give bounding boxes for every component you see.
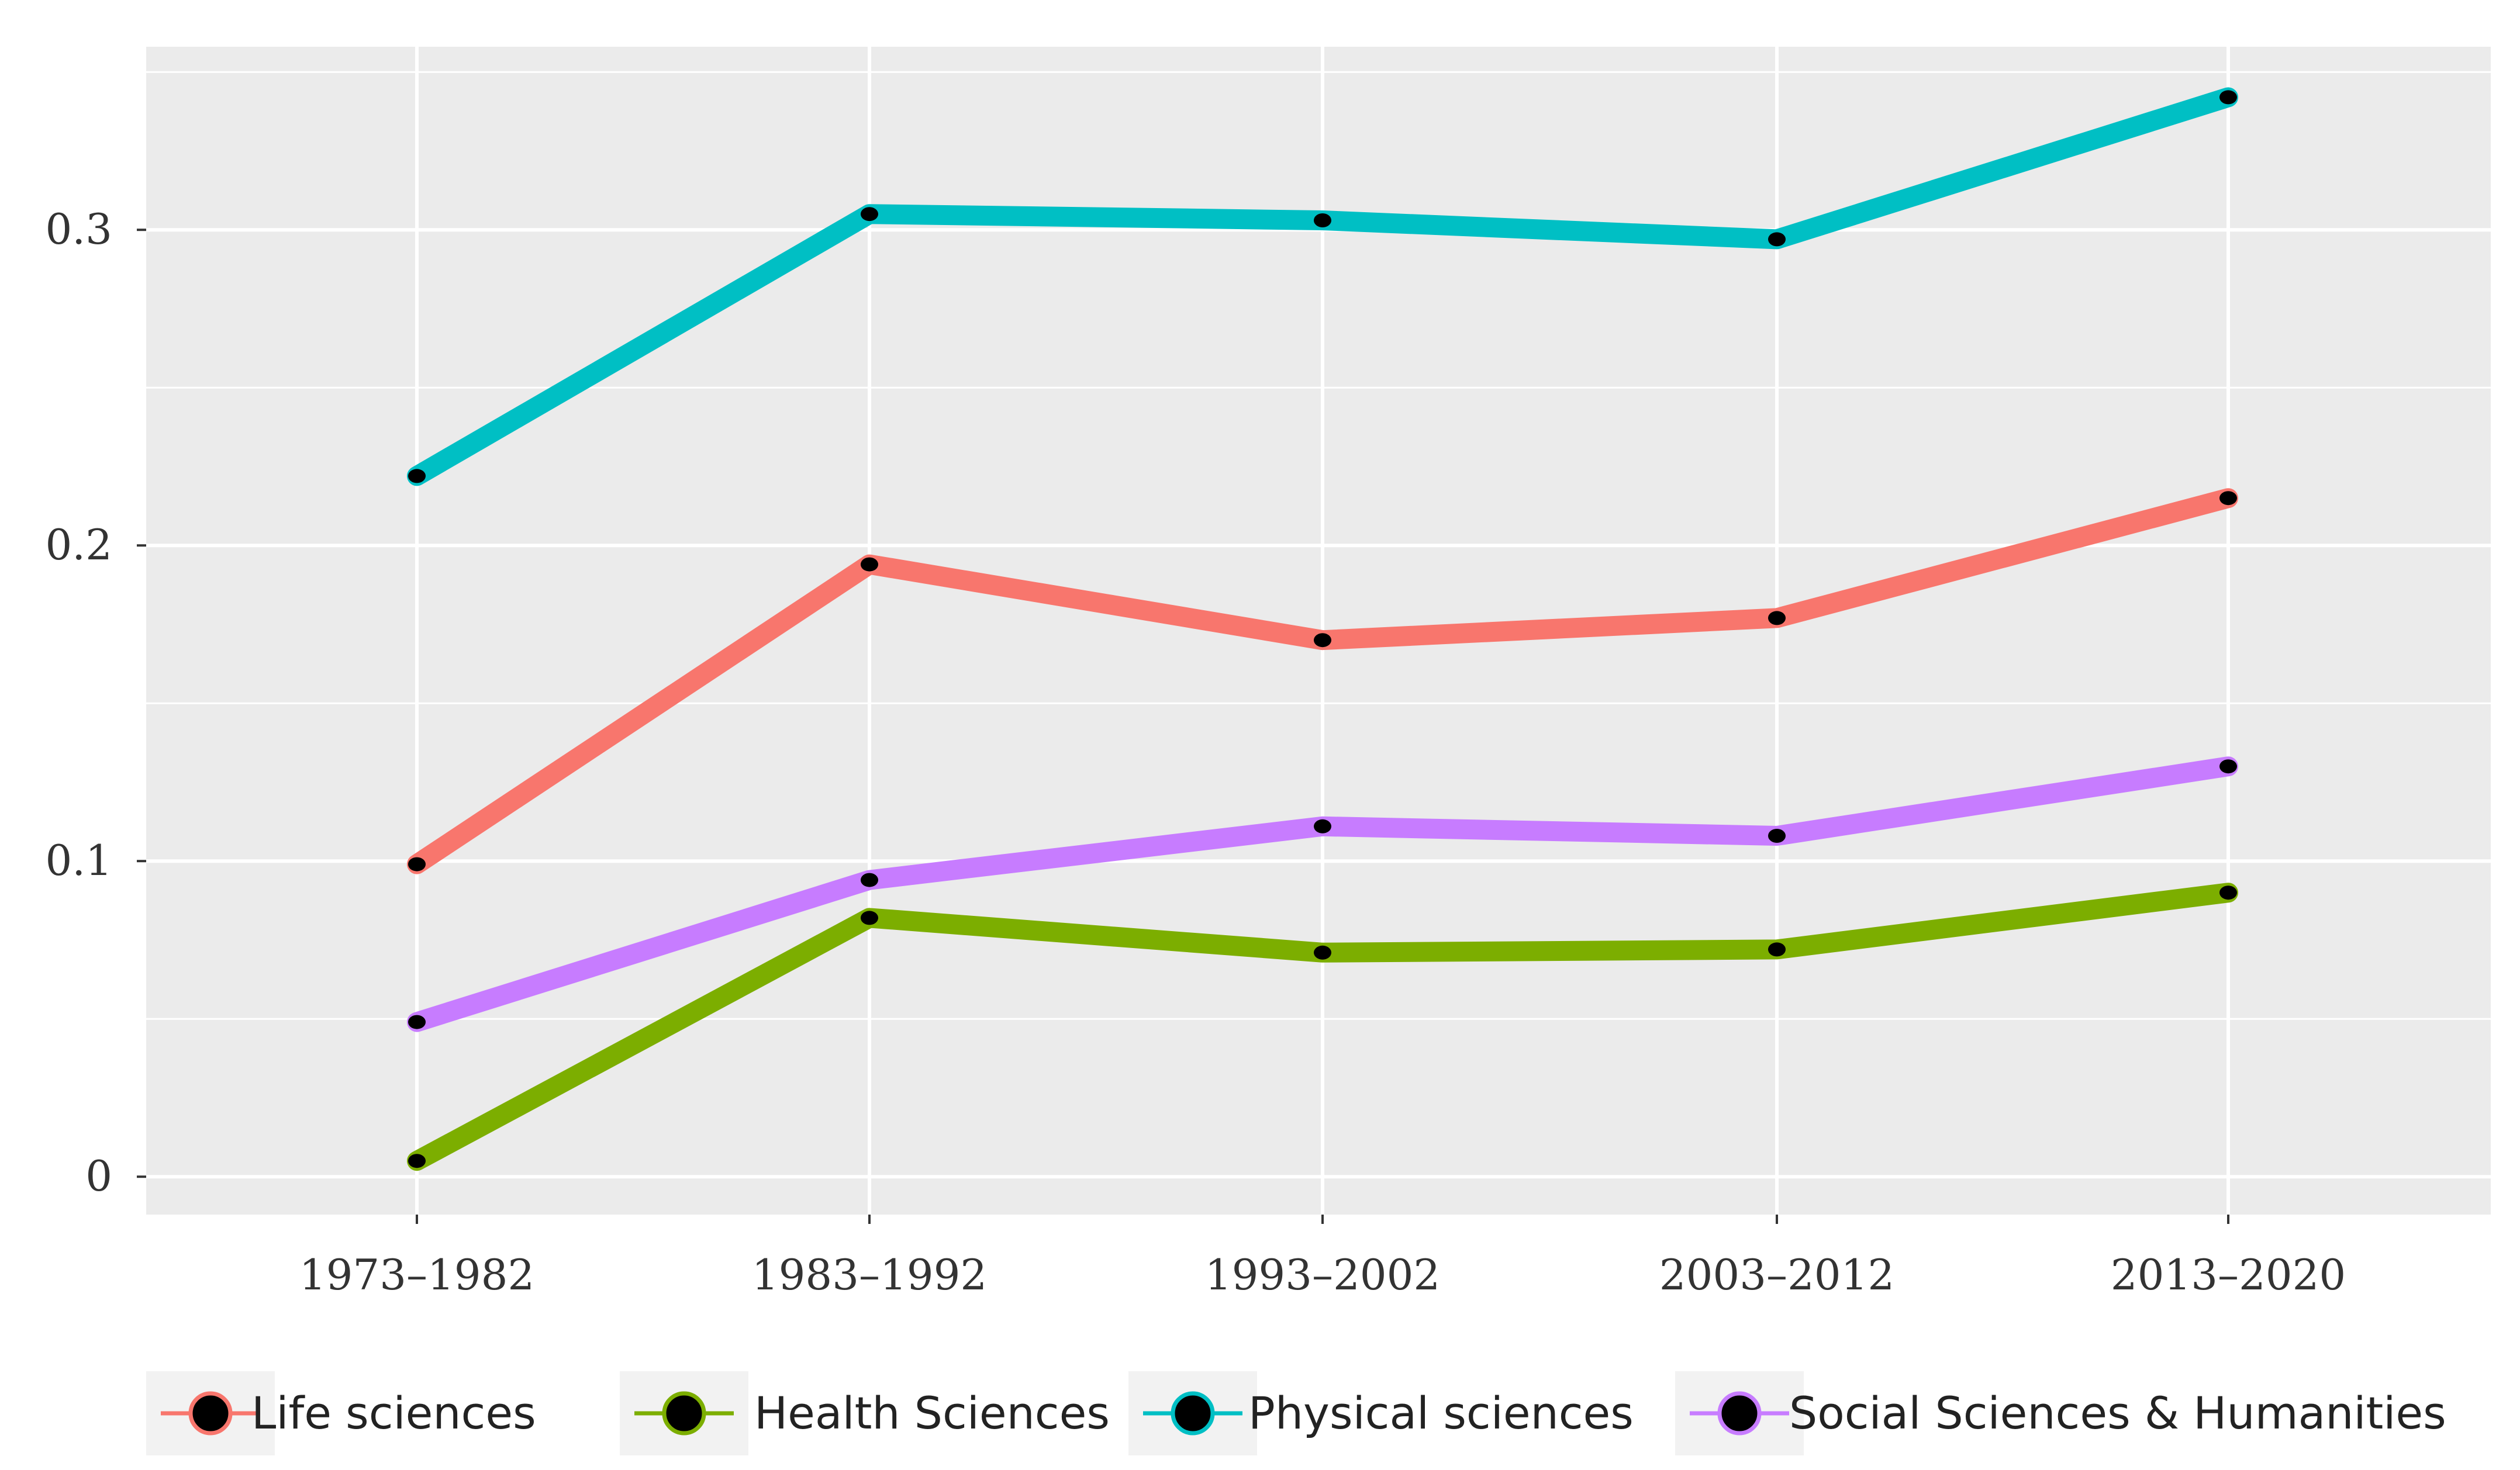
legend-item: Social Sciences & Humanities bbox=[1675, 1371, 2446, 1455]
x-tick-label: 1993–2002 bbox=[1205, 1250, 1440, 1299]
data-point bbox=[1314, 819, 1331, 833]
data-point bbox=[408, 857, 426, 871]
legend-key-point bbox=[662, 1391, 706, 1436]
data-point bbox=[1768, 942, 1786, 957]
axis-ticks bbox=[137, 229, 2229, 1224]
legend-item: Life sciences bbox=[146, 1371, 536, 1455]
data-point bbox=[1314, 633, 1331, 648]
y-tick-label: 0.3 bbox=[45, 205, 112, 254]
legend-label: Social Sciences & Humanities bbox=[1789, 1387, 2446, 1439]
data-point bbox=[1768, 232, 1786, 247]
data-point bbox=[2219, 491, 2237, 506]
data-point bbox=[408, 1015, 426, 1029]
data-point bbox=[1314, 213, 1331, 227]
y-tick-label: 0.2 bbox=[45, 520, 112, 569]
data-point bbox=[861, 557, 878, 572]
y-tick-label: 0 bbox=[85, 1151, 112, 1201]
x-axis-labels: 1973–1982 1983–1992 1993–2002 2003–2012 2013… bbox=[299, 1250, 2346, 1299]
data-point bbox=[2219, 886, 2237, 900]
data-point bbox=[1768, 829, 1786, 843]
data-point bbox=[1768, 611, 1786, 625]
legend-key-point bbox=[1717, 1391, 1762, 1436]
data-point bbox=[861, 911, 878, 925]
legend-item: Physical sciences bbox=[1128, 1371, 1634, 1455]
x-tick-label: 1973–1982 bbox=[299, 1250, 534, 1299]
x-tick-label: 2013–2020 bbox=[2111, 1250, 2346, 1299]
data-point bbox=[408, 469, 426, 483]
data-point bbox=[861, 207, 878, 222]
data-point bbox=[408, 1154, 426, 1168]
x-tick-label: 2003–2012 bbox=[1659, 1250, 1894, 1299]
data-point bbox=[2219, 759, 2237, 774]
legend-key-point bbox=[188, 1391, 233, 1436]
data-point bbox=[861, 873, 878, 887]
y-tick-label: 0.1 bbox=[45, 836, 112, 885]
legend-label: Physical sciences bbox=[1248, 1387, 1634, 1439]
data-point bbox=[1314, 945, 1331, 960]
legend-label: Health Sciences bbox=[754, 1387, 1110, 1439]
y-axis-labels: 0 0.1 0.2 0.3 bbox=[45, 205, 112, 1201]
legend-key-point bbox=[1171, 1391, 1215, 1436]
legend-label: Life sciences bbox=[251, 1387, 536, 1439]
minor-gridlines bbox=[146, 71, 2491, 1020]
data-point bbox=[2219, 90, 2237, 105]
legend: Life sciences Health Sciences Physical sci… bbox=[146, 1371, 2446, 1455]
series-points bbox=[408, 90, 2237, 1168]
x-tick-label: 1983–1992 bbox=[752, 1250, 987, 1299]
legend-item: Health Sciences bbox=[620, 1371, 1110, 1455]
